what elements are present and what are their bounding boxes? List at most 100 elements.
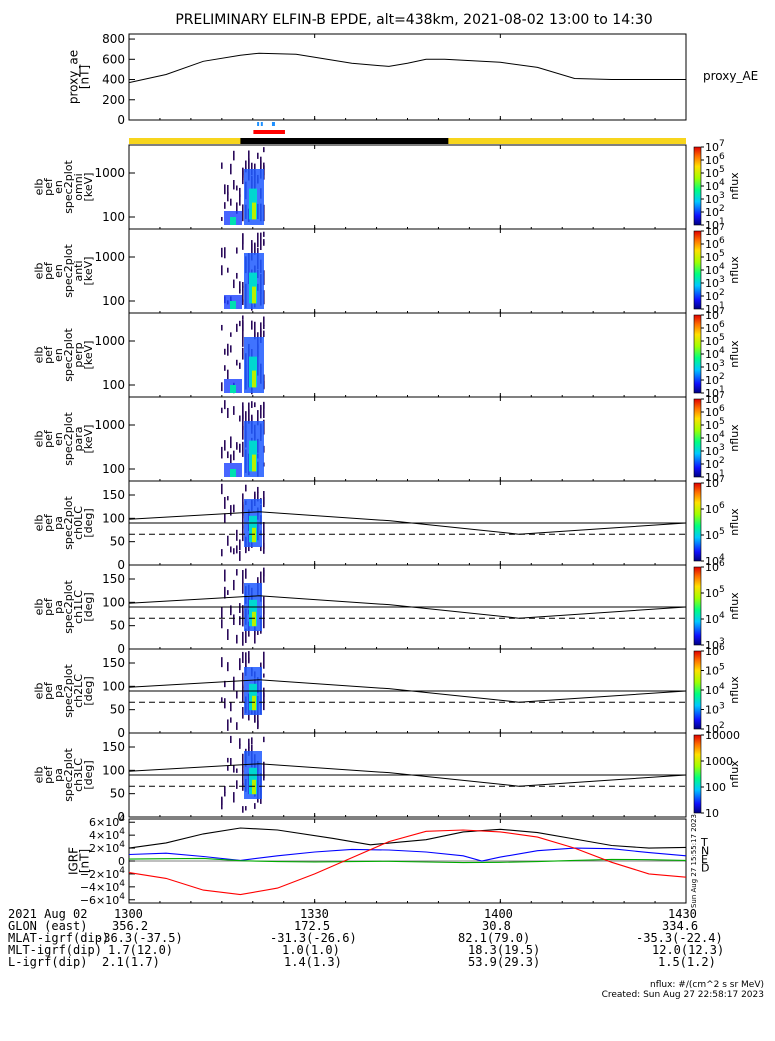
- row-label: 2021 Aug 02: [8, 907, 88, 921]
- elb_pef_pa_spec2plot_ch1LC-ylabel: pef: [42, 597, 55, 616]
- spectrum-stripe: [242, 525, 244, 542]
- igrf-line-d: [128, 829, 687, 896]
- spectrum-stripe: [227, 267, 229, 273]
- y-tick-label: 1000: [94, 166, 125, 180]
- table-cell: 12.0(12.3): [652, 943, 725, 957]
- spectrum-stripe: [239, 281, 241, 291]
- spectrum-stripe: [227, 191, 229, 202]
- spectrum-stripe: [263, 761, 265, 773]
- spectrum-stripe: [236, 185, 238, 191]
- spectrum-stripe: [257, 712, 259, 727]
- spectrum-stripe: [224, 440, 226, 451]
- elb_pef_pa_spec2plot_ch1LC-ylabel: [deg]: [82, 592, 95, 621]
- y-tick-label: 2×104: [89, 840, 125, 855]
- spectrum-stripe: [257, 410, 259, 426]
- elb_pef_pa_spec2plot_ch1LC-colorbar: [693, 566, 702, 646]
- igrf-line-t: [128, 827, 687, 849]
- igrf-side-timestamp: Sun Aug 27 15:55:17 2023: [690, 814, 698, 908]
- y-tick-label: 150: [102, 488, 125, 502]
- spectrum-stripe: [257, 152, 259, 159]
- proxy-ae-frame: [128, 33, 687, 121]
- credits: nflux: #/(cm^2 s sr MeV) Created: Sun Au…: [602, 980, 764, 1000]
- elb_pef_pa_spec2plot_ch0LC-ylabel: [deg]: [82, 508, 95, 537]
- table-row: L-igrf(dip) 2.1(1.7) 1.4(1.3) 53.9(29.3)…: [8, 956, 768, 968]
- spectrum-stripe: [224, 348, 226, 355]
- spectrum-stripe: [254, 321, 256, 337]
- elb_pef_en_spec2plot_perp-ylabel: spec2plot: [62, 328, 75, 382]
- y-tick-label: 800: [102, 32, 125, 46]
- colorbar-tick-label: 107: [705, 475, 725, 490]
- spectrum-stripe: [230, 505, 232, 516]
- spectrum-stripe: [245, 652, 247, 668]
- spectrum-stripe: [236, 569, 238, 576]
- spectrum-stripe: [221, 382, 223, 392]
- colorbar-tick-label: 103: [705, 702, 725, 717]
- colorbar-tick-label: 100: [705, 781, 726, 794]
- spectrum-stripe: [260, 545, 262, 552]
- table-cell: 1.4(1.3): [284, 955, 342, 969]
- elb_pef_en_spec2plot_anti-ylabel: anti: [72, 260, 85, 281]
- spectrum-stripe: [239, 616, 241, 626]
- units-note: nflux: #/(cm^2 s sr MeV): [650, 980, 764, 990]
- row-label: L-igrf(dip): [8, 955, 88, 969]
- spectrum-stripe: [236, 272, 238, 279]
- spectrum-stripe: [260, 571, 262, 589]
- spectrum-stripe: [242, 766, 244, 773]
- panels: 8006004002000proxy_AEproxy_ae[nT]1000100…: [32, 32, 758, 908]
- spectrum-stripe: [242, 347, 244, 360]
- spectrum-stripe: [245, 806, 247, 811]
- spectrum-stripe: [263, 491, 265, 505]
- table-cell: 1.0(1.0): [282, 943, 340, 957]
- spectrum-stripe: [248, 158, 250, 170]
- y-tick-label: 1000: [94, 418, 125, 432]
- elb_pef_pa_spec2plot_ch0LC-ylabel: spec2plot: [62, 496, 75, 550]
- spectrum-stripe: [224, 202, 226, 209]
- figure: PRELIMINARY ELFIN-B EPDE, alt=438km, 202…: [32, 12, 758, 908]
- spectrum-stripe: [236, 529, 238, 541]
- colorbar-label: nflux: [728, 256, 741, 284]
- spectrum-stripe: [233, 548, 235, 555]
- spectrum-stripe: [263, 162, 265, 176]
- spectrum-stripe: [233, 680, 235, 691]
- elb_pef_en_spec2plot_perp-ylabel: [keV]: [82, 341, 95, 370]
- elb_pef_en_spec2plot_anti-ylabel: spec2plot: [62, 244, 75, 298]
- spectrum-stripe: [251, 320, 253, 330]
- y-tick-label: 4×104: [89, 827, 125, 842]
- spectrum-stripe: [230, 454, 232, 464]
- y-tick-label: 50: [110, 535, 125, 549]
- y-tick-label: 0: [117, 113, 125, 127]
- spectrum-stripe: [245, 160, 247, 171]
- spectrum-stripe: [239, 550, 241, 561]
- table-cell: 53.9(29.3): [468, 955, 541, 969]
- spectrum-stripe: [263, 231, 265, 237]
- elb_pef_en_spec2plot_anti-core: [224, 253, 264, 309]
- spectrum-stripe: [242, 315, 244, 320]
- spectrum-stripe: [221, 324, 223, 331]
- spectrum-stripe: [236, 202, 238, 214]
- elb_pef_en_spec2plot_anti-frame: [128, 228, 687, 314]
- elb_pef_pa_spec2plot_ch3LC-ylabel: elb: [32, 767, 45, 784]
- elb_pef_pa_spec2plot_ch2LC-ylabel: ch2LC: [72, 674, 85, 708]
- spectrum-stripe: [224, 791, 226, 797]
- elb_pef_en_spec2plot_para-ylabel: spec2plot: [62, 412, 75, 466]
- spectrum-stripe: [263, 239, 265, 245]
- proxy-ae-ylabel: proxy_ae: [67, 50, 81, 104]
- proxy-ae-ylabel: [nT]: [77, 65, 91, 89]
- elb_pef_en_spec2plot_para-frame: [128, 396, 687, 482]
- y-tick-label: 100: [102, 679, 125, 693]
- y-tick-label: 0: [117, 810, 125, 824]
- colorbar-tick-label: 104: [705, 682, 725, 697]
- colorbar-tick-label: 106: [705, 643, 725, 658]
- spectrum-stripe: [257, 247, 259, 257]
- y-tick-label: 600: [102, 52, 125, 66]
- elb_pef_pa_spec2plot_ch1LC-ylabel: spec2plot: [62, 580, 75, 634]
- colorbar-tick-label: 1000: [705, 755, 733, 768]
- spectrum-stripe: [263, 325, 265, 330]
- spectrum-stripe: [236, 359, 238, 366]
- spectrum-stripe: [233, 792, 235, 803]
- elb_pef_en_spec2plot_para-ylabel: pef: [42, 429, 55, 448]
- spectrum-stripe: [233, 450, 235, 461]
- loss-cone-line: [128, 679, 687, 703]
- y-tick-label: −2×104: [80, 866, 125, 881]
- spectrum-stripe: [242, 581, 244, 594]
